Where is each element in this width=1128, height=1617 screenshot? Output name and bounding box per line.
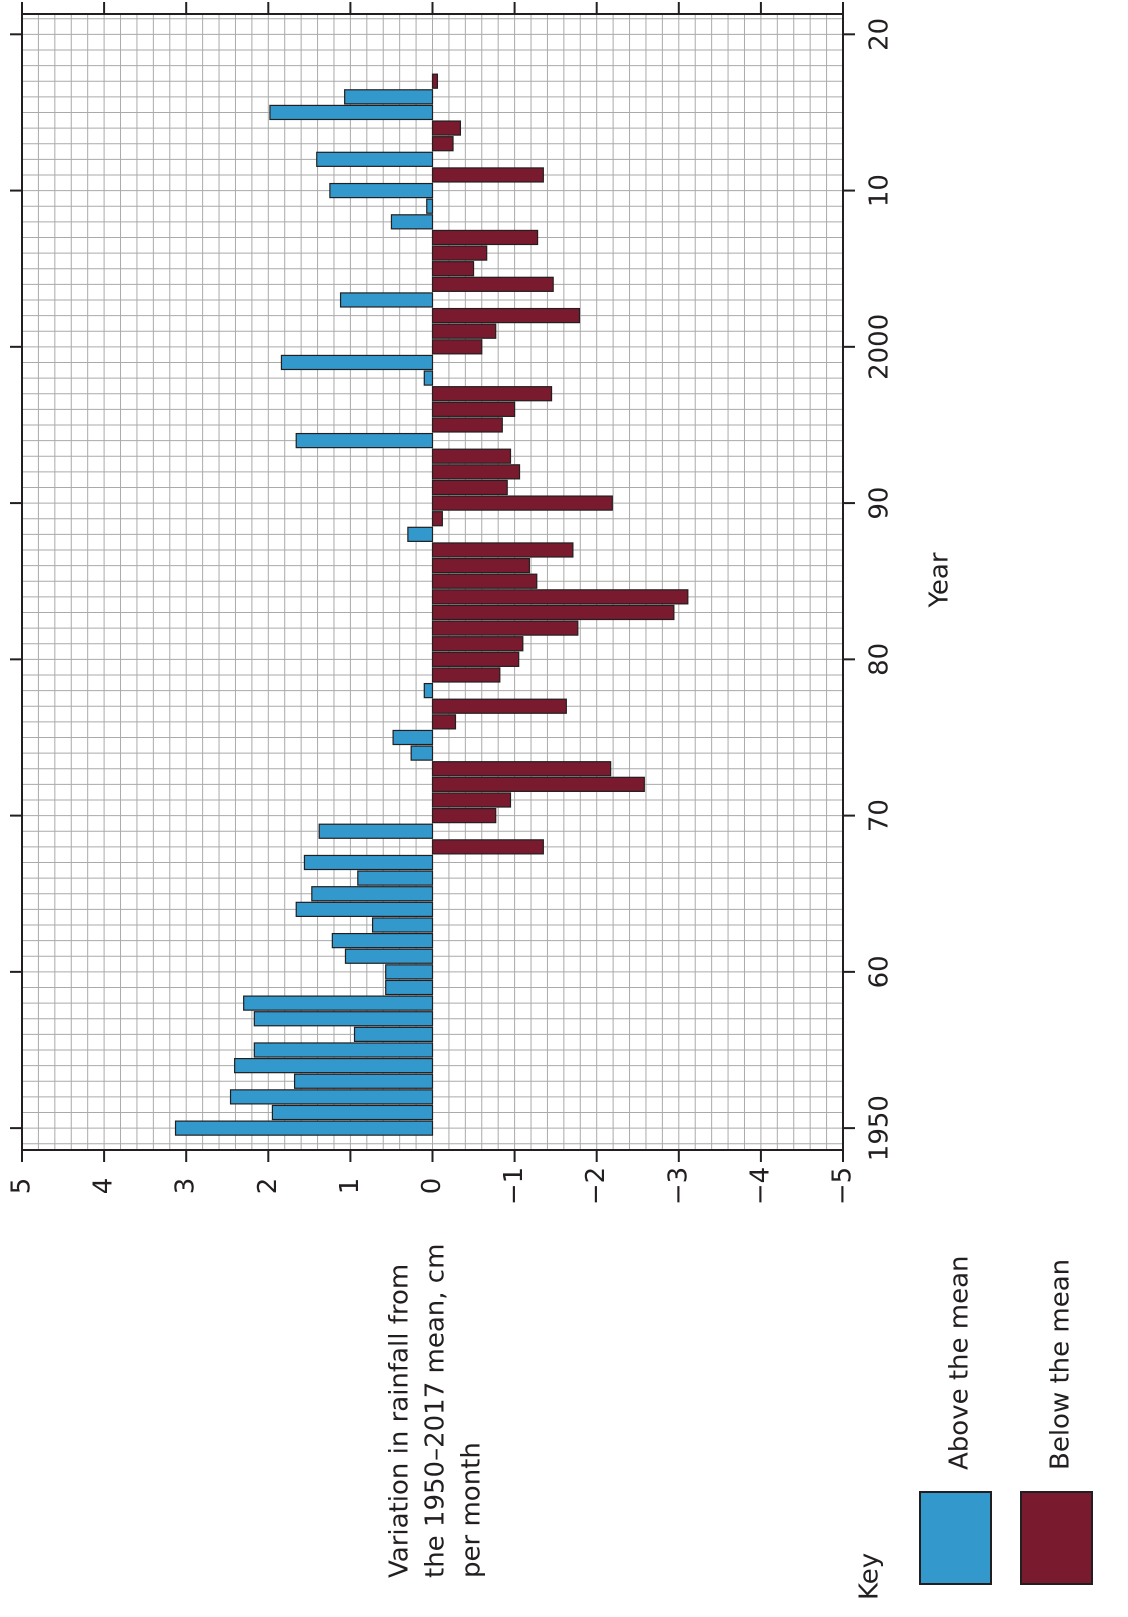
y-tick-label: −1 (499, 1167, 529, 1205)
bar (385, 979, 434, 996)
bar (311, 886, 434, 902)
y-tick-label: −5 (828, 1167, 858, 1205)
bar (431, 604, 675, 621)
bar (392, 729, 434, 746)
bar (431, 557, 530, 574)
bar (431, 589, 689, 605)
y-axis-title: the 1950–2017 mean, cm (421, 1244, 451, 1578)
bar (431, 495, 613, 511)
x-tick-label: 2000 (865, 314, 895, 380)
bar (431, 839, 544, 855)
x-tick-label: 1950 (865, 1095, 895, 1161)
bar (234, 1057, 434, 1074)
bar (431, 511, 443, 527)
bar (344, 89, 434, 105)
y-tick-label: −3 (663, 1167, 693, 1205)
bar (371, 917, 434, 933)
bar (431, 698, 567, 714)
bar (271, 1104, 434, 1121)
bar (344, 948, 434, 964)
bar (431, 636, 524, 652)
x-tick-label: 20 (865, 18, 895, 51)
bar (293, 1073, 434, 1089)
x-axis-title: Year (925, 552, 955, 608)
legend-swatch (1020, 1491, 1093, 1585)
y-axis-title: per month (457, 1442, 487, 1578)
bar (431, 620, 579, 636)
bar (390, 214, 434, 230)
legend-title: Key (855, 1553, 885, 1600)
bar (410, 745, 434, 761)
bar (329, 182, 434, 199)
bar (280, 354, 434, 371)
bar (331, 932, 434, 949)
bar (174, 1120, 434, 1136)
y-tick-label: 5 (7, 1178, 37, 1195)
y-tick-label: 3 (171, 1178, 201, 1195)
bar (431, 714, 457, 730)
bar (431, 276, 554, 292)
bar (339, 292, 434, 308)
legend-swatch (919, 1491, 992, 1585)
y-tick-label: 4 (89, 1178, 119, 1195)
y-tick-label: 1 (335, 1178, 365, 1195)
bar (431, 323, 497, 339)
x-tick-label: 80 (865, 643, 895, 676)
bar (253, 1011, 434, 1027)
bar (431, 120, 462, 136)
bar (431, 245, 488, 261)
bar (431, 761, 612, 777)
y-tick-label: −4 (745, 1167, 775, 1205)
bar (431, 229, 539, 246)
bar (357, 870, 434, 886)
bar (431, 339, 483, 355)
bar (318, 823, 434, 839)
bar (423, 370, 434, 386)
bar (269, 104, 434, 121)
bar (431, 542, 574, 558)
legend-label: Above the mean (945, 1255, 975, 1470)
bar (431, 464, 521, 480)
bar (431, 807, 497, 824)
bar (431, 401, 516, 417)
bar (353, 1026, 434, 1043)
bar (253, 1042, 434, 1058)
bar (431, 307, 581, 324)
bar (431, 261, 475, 277)
y-tick-label: −2 (581, 1167, 611, 1205)
bar (431, 651, 520, 667)
bar (295, 901, 434, 917)
bar (431, 73, 439, 89)
bar (431, 417, 503, 433)
bar (431, 776, 645, 792)
x-tick-label: 90 (865, 487, 895, 520)
bar (431, 573, 538, 589)
bar (303, 854, 434, 871)
bar (243, 995, 434, 1011)
bar (295, 432, 434, 449)
bar (385, 964, 434, 980)
bar (431, 448, 512, 464)
y-tick-label: 0 (417, 1178, 447, 1195)
x-tick-label: 60 (865, 955, 895, 988)
bar (431, 136, 454, 152)
bar (431, 479, 508, 496)
bar (229, 1089, 434, 1105)
bar (316, 151, 434, 167)
bar (407, 526, 434, 542)
bar (431, 386, 553, 402)
x-tick-label: 10 (865, 174, 895, 207)
x-tick-label: 70 (865, 799, 895, 832)
bar (431, 667, 501, 683)
y-axis-title: Variation in rainfall from (385, 1264, 415, 1578)
y-tick-label: 2 (253, 1178, 283, 1195)
bar (431, 792, 512, 808)
bar (426, 198, 434, 214)
legend-label: Below the mean (1046, 1259, 1076, 1470)
bar (431, 167, 544, 183)
bar (423, 682, 434, 699)
